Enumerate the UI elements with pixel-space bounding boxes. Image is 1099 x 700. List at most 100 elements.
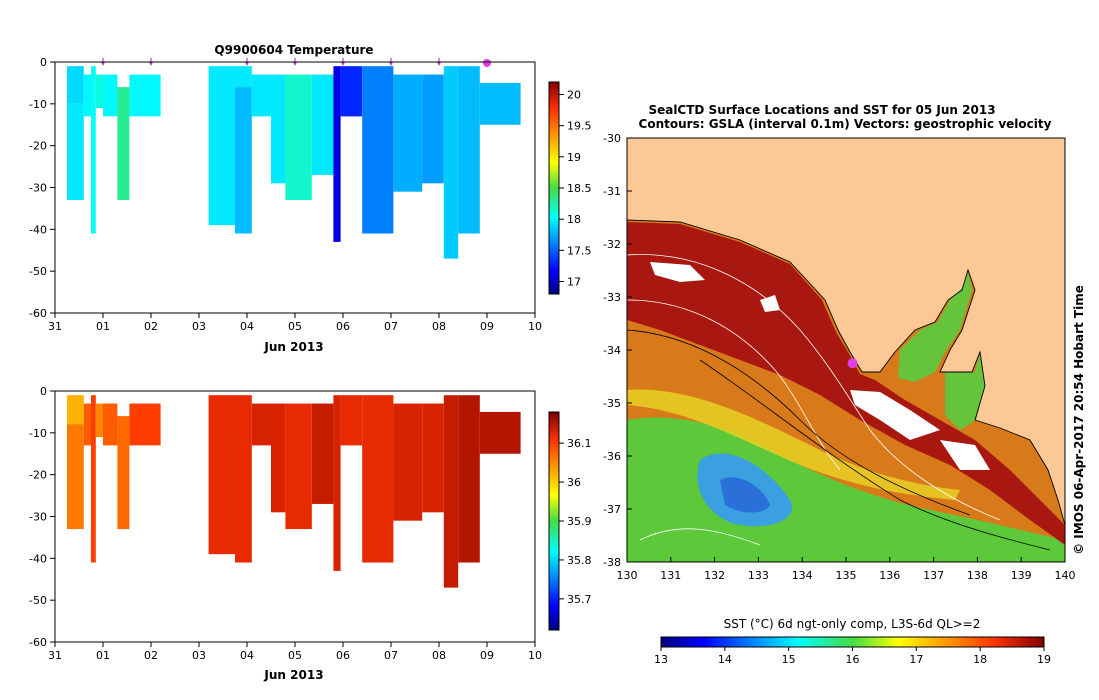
sal-cell-9-0 — [251, 403, 271, 446]
sst-cold-patch-2 — [720, 477, 770, 513]
sst-cool-region — [627, 417, 1065, 562]
temp-cell-9-0 — [251, 74, 271, 117]
temp-cell-20-0 — [479, 82, 521, 125]
imos-credit-label: © IMOS 06-Apr-2017 20:54 Hobart Time — [1072, 285, 1086, 555]
temp-cell-5-0 — [117, 87, 130, 201]
profile-marker-arrow-4 — [341, 62, 345, 66]
temp-cb-tick-label-1: 19.5 — [567, 120, 592, 133]
map-y-tick-label-2: -32 — [603, 238, 621, 251]
map-title-line1: SealCTD Surface Locations and SST for 05… — [648, 103, 995, 117]
sal-x-tick-label-7: 07 — [384, 649, 398, 662]
gsla-contour-2 — [627, 299, 841, 471]
temp-cell-13-0 — [333, 66, 341, 242]
temp-x-tick-label-4: 04 — [240, 320, 254, 333]
salinity-x-axis-label: Jun 2013 — [263, 668, 323, 682]
sal-y-tick-label-5: -50 — [29, 594, 47, 607]
profile-marker-arrow-3 — [293, 62, 297, 66]
temperature-section-chart: Q9900604 Temperature 31 01 02 03 04 05 06 07 08 0… — [29, 43, 591, 354]
sst-warm-shelf — [627, 222, 1065, 545]
temp-x-tick-label-7: 07 — [384, 320, 398, 333]
gsla-contour-3 — [627, 329, 971, 516]
profile-marker-arrow-5 — [389, 62, 393, 66]
sst-colorbar — [660, 636, 1045, 648]
coastline — [627, 219, 1065, 526]
gsla-contour-1 — [627, 254, 1001, 521]
profile-marker-arrow-6 — [437, 62, 441, 66]
current-profile-marker[interactable] — [483, 59, 491, 67]
salinity-profile-cells — [67, 395, 521, 588]
gsla-contour-5 — [639, 528, 761, 546]
map-y-tick-label-0: -30 — [603, 132, 621, 145]
temperature-x-ticks: 31 01 02 03 04 05 06 07 08 09 10 — [48, 313, 542, 333]
map-y-tick-label-5: -35 — [603, 397, 621, 410]
map-y-tick-label-3: -33 — [603, 291, 621, 304]
temp-cell-1-0 — [83, 74, 91, 117]
map-y-tick-label-7: -37 — [603, 503, 621, 516]
map-x-tick-label-0: 130 — [617, 569, 638, 582]
temp-x-tick-label-5: 05 — [288, 320, 302, 333]
map-y-tick-label-4: -34 — [603, 344, 621, 357]
sal-cell-12-0 — [311, 403, 334, 504]
map-x-tick-label-1: 131 — [660, 569, 681, 582]
sal-cell-16-0 — [393, 403, 423, 521]
sal-cell-13-0 — [333, 395, 341, 571]
sal-x-tick-label-1: 01 — [96, 649, 110, 662]
sal-cb-tick-label-0: 36.1 — [567, 437, 592, 450]
salinity-x-ticks: 31 01 02 03 04 05 06 07 08 09 10 — [48, 642, 542, 662]
temp-y-tick-label-2: -20 — [29, 140, 47, 153]
sal-x-tick-label-2: 02 — [144, 649, 158, 662]
seal-location-marker[interactable] — [847, 358, 858, 369]
map-x-tick-label-8: 138 — [967, 569, 988, 582]
temp-cell-18-0 — [443, 66, 459, 259]
temp-y-tick-label-0: 0 — [40, 56, 47, 69]
sal-cb-tick-label-4: 35.7 — [567, 593, 592, 606]
map-y-tick-label-8: -38 — [603, 556, 621, 569]
sal-cell-11-0 — [285, 403, 312, 530]
sal-cb-tick-label-1: 36 — [567, 476, 581, 489]
sal-cell-6-0 — [129, 403, 161, 446]
sal-cell-19-0 — [458, 395, 480, 563]
temp-x-tick-label-9: 09 — [480, 320, 494, 333]
map-y-tick-label-6: -36 — [603, 450, 621, 463]
sal-cell-14-0 — [340, 395, 363, 446]
map-x-tick-label-2: 132 — [704, 569, 725, 582]
map-x-tick-label-4: 134 — [792, 569, 813, 582]
map-title-line2: Contours: GSLA (interval 0.1m) Vectors: … — [639, 117, 1052, 131]
temp-cb-tick-label-6: 17 — [567, 276, 581, 289]
sal-y-tick-label-1: -10 — [29, 427, 47, 440]
sal-x-tick-label-6: 06 — [336, 649, 350, 662]
sal-cell-0-1 — [67, 424, 84, 530]
temp-cb-tick-label-2: 19 — [567, 151, 581, 164]
sst-cb-tick-label-4: 17 — [909, 653, 923, 666]
sal-x-tick-label-3: 03 — [192, 649, 206, 662]
temp-x-tick-label-3: 03 — [192, 320, 206, 333]
sst-cb-tick-label-1: 14 — [718, 653, 732, 666]
map-area — [627, 138, 1065, 562]
sal-x-tick-label-9: 09 — [480, 649, 494, 662]
map-x-tick-label-10: 140 — [1055, 569, 1076, 582]
temp-x-tick-label-2: 02 — [144, 320, 158, 333]
sal-cell-10-0 — [271, 403, 286, 513]
sst-cb-tick-label-6: 19 — [1037, 653, 1051, 666]
temp-cell-8-1 — [235, 87, 252, 234]
sal-cell-3-0 — [95, 403, 103, 438]
profile-time-markers — [101, 58, 491, 67]
sal-y-tick-label-2: -20 — [29, 469, 47, 482]
sal-cb-tick-label-3: 35.8 — [567, 554, 592, 567]
temp-cell-0-0 — [67, 66, 84, 104]
gulf-sst-east — [945, 352, 985, 430]
salinity-colorbar — [548, 411, 560, 631]
temp-y-tick-label-4: -40 — [29, 223, 47, 236]
temp-cb-tick-label-3: 18.5 — [567, 182, 592, 195]
temp-x-tick-label-10: 10 — [528, 320, 542, 333]
map-x-tick-label-5: 135 — [836, 569, 857, 582]
map-x-tick-label-6: 136 — [879, 569, 900, 582]
temp-cell-8-0 — [235, 66, 252, 88]
sal-cell-7-0 — [208, 395, 235, 555]
salinity-y-ticks: 0 -10 -20 -30 -40 -50 -60 — [29, 385, 55, 649]
sal-cell-0-0 — [67, 395, 84, 425]
sst-colorbar-label: SST (°C) 6d ngt-only comp, L3S-6d QL>=2 — [724, 617, 981, 631]
sal-cell-2-0 — [91, 395, 96, 563]
map-y-tick-label-1: -31 — [603, 185, 621, 198]
